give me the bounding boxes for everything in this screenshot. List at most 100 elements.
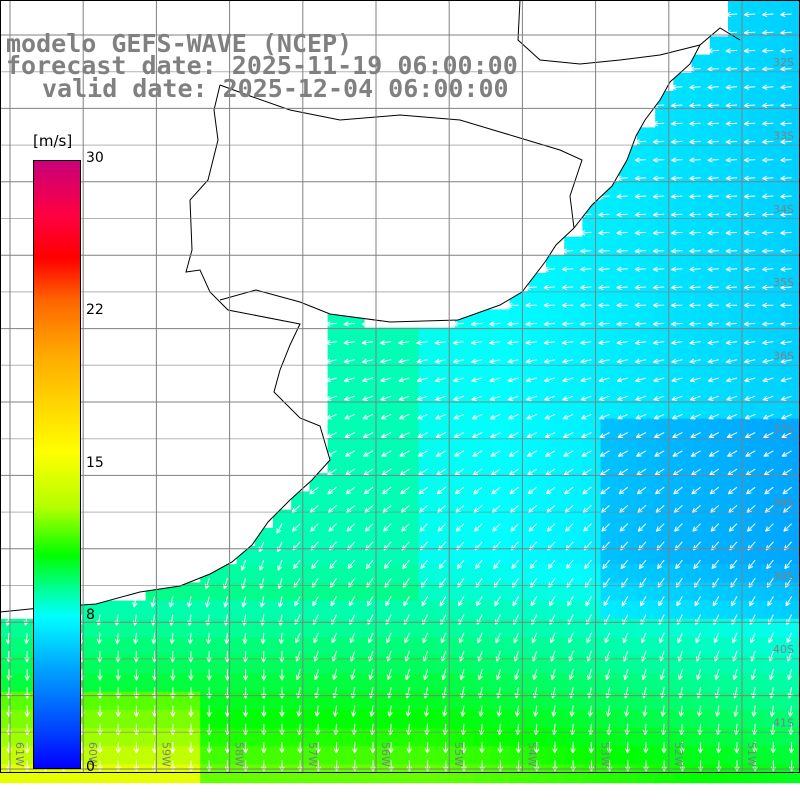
wind-arrow [416,339,428,346]
wind-cell [618,564,638,583]
wind-cell [618,273,638,292]
wind-cell [673,145,693,165]
wind-cell [473,509,492,529]
wind-arrow [398,377,410,383]
wind-arrow [402,559,410,570]
wind-arrow [780,230,792,236]
wind-cell [309,709,329,729]
wind-arrow [598,377,610,383]
wind-arrow [598,339,610,346]
wind-cell [345,327,365,347]
wind-cell [582,491,602,511]
wind-arrow [652,230,665,236]
wind-cell [637,291,656,310]
wind-cell [145,746,165,765]
wind-arrow [762,413,774,420]
wind-cell [473,746,492,765]
wind-cell [782,18,800,37]
wind-arrow [714,669,720,681]
wind-cell [145,637,165,656]
wind-arrow [348,596,356,607]
wind-arrow [242,650,249,663]
wind-arrow [562,413,574,420]
wind-arrow [188,650,194,663]
wind-cell [764,91,784,110]
wind-arrow [652,139,665,145]
wind-cell [709,345,729,365]
wind-cell [564,418,583,438]
wind-cell [673,109,693,128]
wind-arrow [562,377,574,383]
wind-arrow [764,486,774,495]
wind-cell [673,200,693,219]
wind-cell [782,109,800,128]
wind-cell [163,746,183,765]
wind-cell [309,691,329,711]
wind-arrow [115,650,121,663]
wind-cell [418,709,438,729]
wind-cell [709,473,729,492]
wind-cell [127,600,147,620]
wind-cell [182,637,201,656]
wind-cell [582,709,602,729]
wind-arrow [616,358,628,364]
wind-cell [691,163,711,183]
wind-cell [400,691,420,711]
wind-arrow [780,211,792,218]
wind-cell [345,637,365,656]
wind-arrow [561,284,574,291]
wind-arrow [707,48,719,54]
wind-arrow [689,211,701,218]
wind-arrow [634,248,647,254]
wind-cell [291,746,310,765]
wind-cell [728,182,747,201]
wind-arrow [97,687,103,699]
wind-cell [746,691,765,711]
wind-cell [618,400,638,420]
wind-cell [254,673,274,693]
wind-arrow [545,486,556,495]
wind-arrow [442,741,449,754]
wind-arrow [743,11,756,18]
wind-cell [782,673,800,693]
wind-cell [691,218,711,238]
wind-cell [0,618,19,638]
wind-arrow [707,377,719,383]
lat-label: 33S [773,129,794,142]
wind-arrow [744,377,756,383]
wind-arrow [279,705,285,717]
wind-cell [418,637,438,656]
wind-arrow [326,432,337,438]
wind-cell [764,218,784,238]
wind-cell [691,564,711,583]
wind-cell [382,709,401,729]
wind-arrow [671,395,683,401]
wind-cell [509,600,529,620]
title-model: modelo GEFS-WAVE (NCEP) [6,29,353,58]
wind-cell [655,618,674,638]
wind-cell [327,345,347,365]
wind-arrow [671,248,683,254]
wind-cell [746,746,765,765]
wind-cell [637,582,656,602]
wind-arrow [398,413,410,420]
wind-cell [509,436,529,456]
wind-cell [400,709,420,729]
wind-arrow [749,596,756,607]
wind-arrow [332,669,338,681]
wind-cell [782,400,800,420]
wind-cell [764,72,784,92]
wind-cell [546,364,565,383]
wind-arrow [114,632,121,645]
wind-arrow [616,230,628,236]
wind-cell [637,655,656,674]
wind-arrow [743,66,756,72]
wind-cell [418,382,438,401]
wind-cell [673,291,693,310]
wind-cell [728,54,747,74]
wind-cell [764,455,784,474]
wind-cell [455,345,474,365]
wind-arrow [762,84,774,90]
wind-arrow [707,339,719,346]
wind-cell [327,418,347,438]
